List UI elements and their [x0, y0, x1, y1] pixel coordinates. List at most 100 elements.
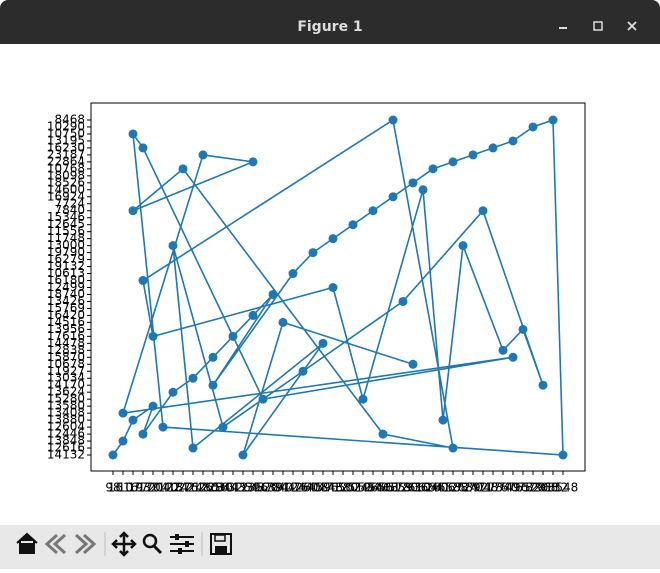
y-tick-label: 15346 [47, 210, 85, 224]
y-tick-label: 23187 [47, 147, 85, 161]
y-tick-label: 15280 [47, 392, 85, 406]
data-point [328, 234, 338, 244]
data-point [348, 220, 358, 230]
x-tick-label: 2844 [208, 481, 239, 495]
x-tick-label: 7340 [488, 481, 519, 495]
data-point [248, 310, 258, 320]
y-tick-label: 16279 [47, 252, 85, 266]
data-point [128, 206, 138, 216]
back-button[interactable] [44, 533, 67, 555]
maximize-button[interactable] [593, 21, 603, 31]
y-tick-label: 19132 [47, 259, 85, 273]
data-point [498, 345, 508, 355]
y-tick-label: 22864 [47, 154, 85, 168]
y-tick-label: 10290 [47, 119, 85, 133]
data-point [178, 164, 188, 174]
x-tick-label: 7176 [478, 481, 509, 495]
x-tick-label: 8548 [548, 481, 579, 495]
data-point [548, 115, 558, 125]
data-point [258, 394, 268, 404]
x-tick-label: 1876 [168, 481, 199, 495]
data-point [248, 157, 258, 167]
x-tick-label: 7496 [498, 481, 529, 495]
data-point [168, 241, 178, 251]
y-tick-label: 10678 [47, 357, 85, 371]
data-point [168, 387, 178, 397]
y-tick-label: 16420 [47, 308, 85, 322]
data-point [108, 450, 118, 460]
data-point [308, 248, 318, 258]
data-point [218, 422, 228, 432]
data-point [298, 366, 308, 376]
data-point [148, 401, 158, 411]
configure-button[interactable] [170, 534, 194, 554]
data-point [478, 206, 488, 216]
y-tick-label: 14478 [47, 336, 85, 350]
x-tick-label: 3784 [258, 481, 289, 495]
y-tick-label: 7840 [54, 203, 85, 217]
y-tick-label: 13624 [47, 385, 85, 399]
data-point [118, 408, 128, 418]
data-line [112, 118, 564, 456]
data-point [198, 150, 208, 160]
data-point [408, 178, 418, 188]
y-tick-label: 12838 [47, 343, 85, 357]
data-point [118, 436, 128, 446]
data-point [398, 296, 408, 306]
y-tick-label: 10768 [47, 161, 85, 175]
close-button[interactable] [627, 21, 637, 31]
data-point [208, 380, 218, 390]
x-tick-label: 1932 [128, 481, 159, 495]
x-tick-label: 6260 [418, 481, 449, 495]
data-point [318, 338, 328, 348]
x-tick-label: 6104 [408, 481, 439, 495]
data-point [528, 122, 538, 132]
y-tick-label: 11748 [47, 231, 85, 245]
data-point [518, 324, 528, 334]
title-bar-lower [0, 30, 660, 44]
data-point [508, 352, 518, 362]
data-point [128, 415, 138, 425]
x-tick-label: 4408 [298, 481, 329, 495]
y-tick-label: 16180 [47, 273, 85, 287]
data-point [458, 241, 468, 251]
home-button[interactable] [16, 532, 38, 554]
data-point [228, 331, 238, 341]
data-point [468, 150, 478, 160]
data-point [268, 289, 278, 299]
y-tick-label: 13000 [47, 238, 85, 252]
save-button[interactable] [210, 533, 232, 555]
x-tick-label: 2040 [148, 481, 179, 495]
y-tick-label: 12604 [47, 420, 85, 434]
x-tick-label: 5196 [348, 481, 379, 495]
y-tick-label: 12446 [47, 427, 85, 441]
y-tick-label: 15870 [47, 350, 85, 364]
y-tick-label: 13848 [47, 434, 85, 448]
y-tick-label: 10613 [47, 266, 85, 280]
zoom-button[interactable] [142, 533, 163, 555]
x-tick-label: 5468 [368, 481, 399, 495]
y-tick-label: 15769 [47, 301, 85, 315]
x-tick-label: 4076 [278, 481, 309, 495]
x-tick-label: 4260 [288, 481, 319, 495]
pan-button[interactable] [111, 531, 137, 557]
y-tick-label: 13580 [47, 399, 85, 413]
forward-button[interactable] [74, 533, 97, 555]
x-tick-label: 1077 [118, 481, 149, 495]
y-tick-label: 13034 [47, 371, 85, 385]
data-point [448, 157, 458, 167]
data-point [138, 143, 148, 153]
data-point [288, 269, 298, 279]
data-point [128, 129, 138, 139]
y-tick-label: 16230 [47, 140, 85, 154]
y-tick-label: 14170 [47, 378, 85, 392]
y-tick-label: 12499 [47, 280, 85, 294]
data-point [188, 443, 198, 453]
data-point [148, 331, 158, 341]
x-tick-label: 2212 [178, 481, 209, 495]
x-tick-label: 8132 [538, 481, 569, 495]
data-point [138, 429, 148, 439]
data-point [188, 373, 198, 383]
data-point [448, 443, 458, 453]
